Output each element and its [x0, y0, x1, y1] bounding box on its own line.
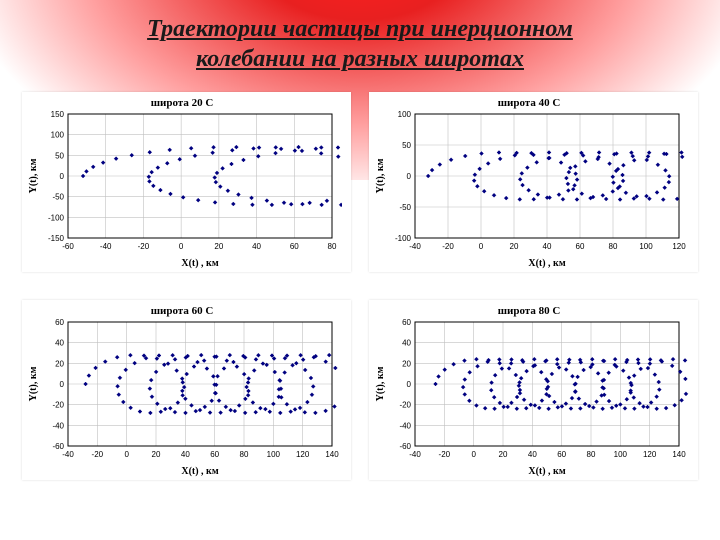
svg-text:0: 0	[407, 172, 412, 181]
svg-text:40: 40	[528, 450, 537, 459]
svg-text:100: 100	[398, 110, 412, 119]
title-line-1: Траектории частицы при инерционном	[147, 16, 573, 42]
svg-text:0: 0	[179, 242, 184, 251]
chart-lat40: широта 40 С -40 -20 0 20 40 60 80 100 120 -100 -50 0…	[369, 92, 698, 272]
svg-text:-40: -40	[52, 421, 64, 430]
charts-grid: широта 20 С-60-40-20020406080-150-100-50…	[0, 74, 720, 500]
chart-lat60: широта 60 С-40-20020406080100120140-60-4…	[22, 300, 351, 480]
svg-text:120: 120	[296, 450, 310, 459]
svg-text:-40: -40	[100, 242, 112, 251]
svg-text:100: 100	[267, 450, 281, 459]
svg-text:0: 0	[471, 450, 476, 459]
svg-text:-40: -40	[409, 450, 421, 459]
svg-text:40: 40	[55, 339, 64, 348]
x-axis-label: X(t) , км	[528, 258, 565, 269]
svg-text:40: 40	[402, 339, 411, 348]
svg-text:120: 120	[643, 450, 657, 459]
svg-text:20: 20	[510, 242, 519, 251]
x-axis-label: X(t) , км	[528, 466, 565, 477]
chart-title: широта 40 С	[498, 97, 561, 109]
chart-lat80: широта 80 С-40-20020406080100120140-60-4…	[369, 300, 698, 480]
svg-text:-50: -50	[399, 203, 411, 212]
svg-text:60: 60	[402, 318, 411, 327]
svg-text:20: 20	[55, 359, 64, 368]
svg-text:50: 50	[55, 151, 64, 160]
svg-text:-60: -60	[52, 442, 64, 451]
svg-text:120: 120	[672, 242, 686, 251]
x-axis-label: X(t) , км	[181, 466, 218, 477]
chart-title: широта 80 С	[498, 305, 561, 317]
title-line-2: колебании на разных широтах	[196, 46, 524, 72]
svg-text:-150: -150	[48, 234, 65, 243]
svg-text:60: 60	[576, 242, 585, 251]
slide-root: Траектории частицы при инерционном колеб…	[0, 0, 720, 540]
svg-text:40: 40	[543, 242, 552, 251]
svg-text:80: 80	[587, 450, 596, 459]
svg-text:140: 140	[672, 450, 686, 459]
svg-text:60: 60	[557, 450, 566, 459]
y-axis-label: Y(t), км	[28, 366, 39, 401]
svg-text:-40: -40	[62, 450, 74, 459]
x-axis-label: X(t) , км	[181, 258, 218, 269]
svg-text:0: 0	[124, 450, 129, 459]
svg-text:-20: -20	[138, 242, 150, 251]
svg-text:0: 0	[479, 242, 484, 251]
chart-lat20: широта 20 С -60 -40 -20 0 20 40 60 80 -150 -100 -50…	[22, 92, 351, 272]
svg-text:100: 100	[51, 131, 65, 140]
y-axis-label: Y(t), км	[28, 158, 39, 193]
svg-text:-60: -60	[399, 442, 411, 451]
svg-text:60: 60	[210, 450, 219, 459]
svg-text:100: 100	[614, 450, 628, 459]
svg-text:-20: -20	[442, 242, 454, 251]
slide-title: Траектории частицы при инерционном колеб…	[0, 0, 720, 74]
svg-text:-20: -20	[439, 450, 451, 459]
y-axis-label: Y(t), км	[375, 366, 386, 401]
svg-text:100: 100	[639, 242, 653, 251]
y-axis-label: Y(t), км	[375, 158, 386, 193]
svg-text:60: 60	[55, 318, 64, 327]
svg-text:80: 80	[240, 450, 249, 459]
svg-text:-40: -40	[409, 242, 421, 251]
svg-text:0: 0	[407, 380, 412, 389]
svg-text:0: 0	[60, 380, 65, 389]
chart-title: широта 60 С	[151, 305, 214, 317]
svg-text:-60: -60	[62, 242, 74, 251]
svg-text:20: 20	[214, 242, 223, 251]
svg-text:-20: -20	[399, 401, 411, 410]
svg-text:40: 40	[252, 242, 261, 251]
svg-text:150: 150	[51, 110, 65, 119]
svg-text:-20: -20	[52, 401, 64, 410]
svg-text:40: 40	[181, 450, 190, 459]
svg-text:20: 20	[402, 359, 411, 368]
svg-text:140: 140	[325, 450, 339, 459]
svg-text:-40: -40	[399, 421, 411, 430]
chart-title: широта 20 С	[151, 97, 214, 109]
svg-text:20: 20	[152, 450, 161, 459]
svg-text:50: 50	[402, 141, 411, 150]
svg-text:80: 80	[609, 242, 618, 251]
svg-text:-20: -20	[92, 450, 104, 459]
svg-text:60: 60	[290, 242, 299, 251]
svg-text:-100: -100	[48, 213, 65, 222]
svg-text:-50: -50	[52, 193, 64, 202]
svg-text:-100: -100	[395, 234, 412, 243]
svg-text:0: 0	[60, 172, 65, 181]
svg-text:80: 80	[328, 242, 337, 251]
svg-text:20: 20	[499, 450, 508, 459]
